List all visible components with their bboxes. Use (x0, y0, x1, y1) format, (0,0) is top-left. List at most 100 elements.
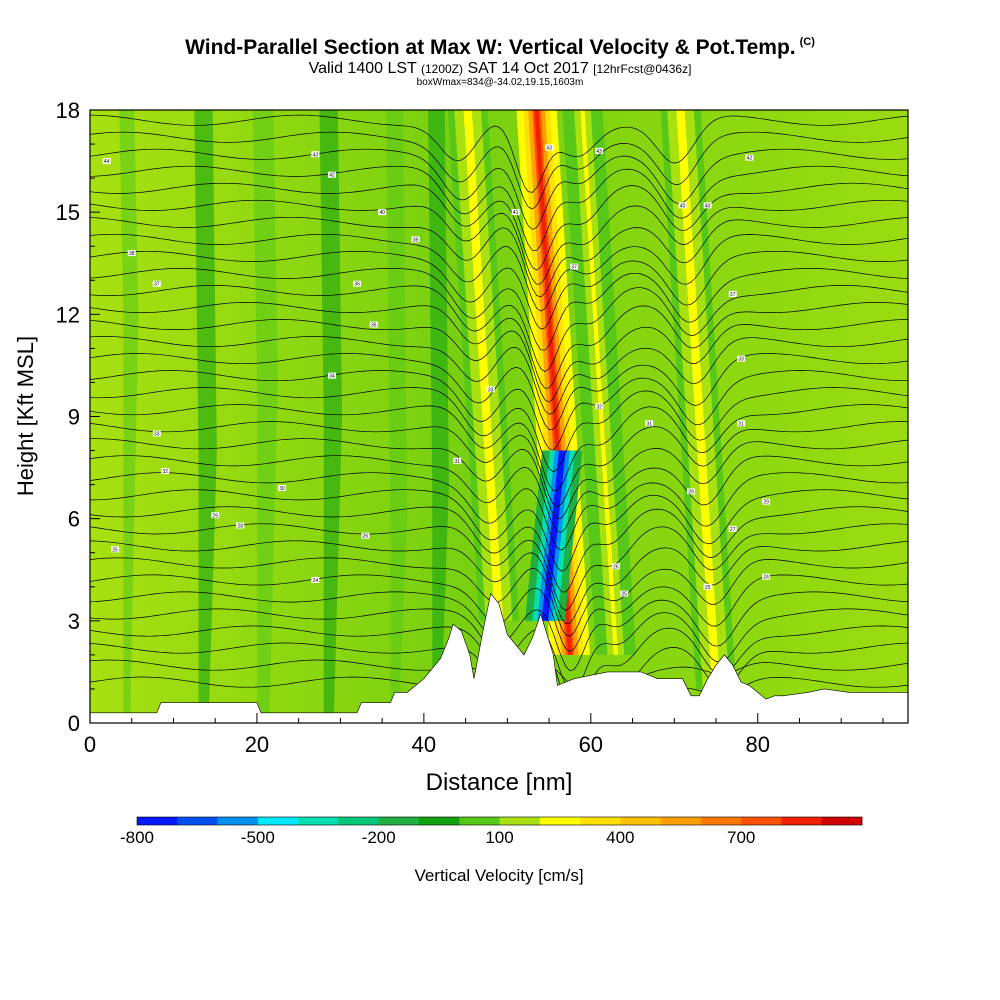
updraft-core (660, 110, 737, 689)
colorbar-frame (136, 816, 863, 826)
theta-label: 39 (413, 237, 419, 243)
theta-label-bg (161, 467, 170, 474)
theta-contour (90, 233, 908, 312)
theta-label-bg (728, 290, 737, 297)
theta-label-bg (703, 583, 712, 590)
theta-label-bg (328, 171, 337, 178)
colorbar-swatch (257, 817, 299, 825)
y-axis-label: Height [Kft MSL] (13, 336, 38, 496)
theta-contour (90, 216, 908, 298)
theta-label-bg (486, 386, 495, 393)
colorbar-swatch (821, 817, 863, 825)
updraft-core (562, 110, 636, 655)
theta-label-bg (453, 457, 462, 464)
theta-contour (90, 148, 908, 230)
theta-label-bg (595, 403, 604, 410)
theta-label: 33 (488, 387, 494, 393)
theta-label: 25 (705, 585, 711, 591)
theta-label: 31 (738, 421, 744, 427)
velocity-band (678, 110, 719, 689)
colorbar-swatch (620, 817, 661, 825)
theta-label: 24 (313, 578, 319, 584)
colorbar-swatch (378, 817, 420, 825)
colorbar-swatch (741, 817, 782, 825)
theta-label-bg (152, 280, 161, 287)
colorbar-swatch (499, 817, 541, 825)
theta-label: 32 (162, 469, 168, 475)
theta-label: 38 (129, 251, 135, 257)
theta-label: 37 (571, 265, 577, 271)
theta-label-bg (545, 144, 554, 151)
velocity-band (580, 110, 618, 655)
x-tick-label: 80 (746, 732, 770, 757)
theta-label-bg (369, 321, 378, 328)
theta-label: 43 (596, 149, 602, 155)
chart-subtitle: Valid 1400 LST (1200Z) SAT 14 Oct 2017 [… (0, 60, 1000, 78)
y-tick-label: 3 (68, 609, 80, 634)
y-tick-label: 9 (68, 405, 80, 430)
theta-label-bg (737, 420, 746, 427)
utc-time: (1200Z) (420, 62, 463, 76)
y-tick-label: 18 (56, 98, 80, 123)
theta-label-bg (703, 202, 712, 209)
theta-label-bg (311, 151, 320, 158)
colorbar-swatch (177, 817, 218, 825)
colorbar-label: Vertical Velocity [cm/s] (414, 866, 583, 885)
colorbar-swatch (298, 817, 339, 825)
theta-label: 36 (354, 282, 360, 288)
theta-label-bg (570, 263, 579, 270)
theta-contour (90, 353, 908, 431)
theta-label-bg (737, 355, 746, 362)
x-tick-label: 0 (84, 732, 96, 757)
velocity-streak (194, 110, 217, 723)
colorbar-swatch (660, 817, 702, 825)
theta-label-bg (102, 158, 111, 165)
y-tick-label: 0 (68, 711, 80, 736)
theta-contour (90, 523, 908, 611)
forecast-info: [12hrFcst@0436z] (593, 62, 692, 76)
theta-label: 31 (454, 459, 460, 465)
theta-label: 43 (313, 152, 319, 158)
theta-contour (90, 302, 908, 389)
theta-label: 33 (154, 432, 160, 438)
theta-label: 29 (763, 500, 769, 506)
theta-label-bg (762, 573, 771, 580)
theta-label: 37 (154, 282, 160, 288)
theta-label-bg (728, 525, 737, 532)
terrain (90, 592, 908, 723)
colorbar: -800 -500 -200 100 400 700 (120, 816, 863, 847)
colorbar-tick-label: 400 (606, 828, 634, 847)
theta-label-bg (411, 236, 420, 243)
theta-label-bg (152, 430, 161, 437)
theta-label-bg (361, 532, 370, 539)
y-tick-label: 6 (68, 507, 80, 532)
theta-contour (90, 319, 908, 403)
theta-label: 40 (680, 203, 686, 209)
colorbar-swatch (539, 817, 581, 825)
colorbar-tick-label: 100 (485, 828, 513, 847)
theta-label: 29 (212, 513, 218, 519)
velocity-streak (119, 110, 139, 723)
theta-contour (90, 250, 908, 330)
theta-contour (90, 336, 908, 415)
theta-label: 32 (596, 404, 602, 410)
theta-label-bg (745, 154, 754, 161)
theta-contour (90, 370, 908, 451)
theta-label: 41 (513, 210, 519, 216)
theta-contour (90, 489, 908, 572)
velocity-streak (386, 110, 408, 723)
theta-label: 42 (747, 156, 753, 162)
theta-label-bg (236, 522, 245, 529)
theta-label: 28 (237, 523, 243, 529)
plot-area: 44 43 42 40 39 38 37 36 35 34 33 32 30 29 28 26 25 24 31 33… (90, 110, 908, 723)
theta-label: 26 (613, 564, 619, 570)
chart-title: Wind-Parallel Section at Max W: Vertical… (185, 36, 815, 59)
colorbar-swatch (217, 817, 259, 825)
title-units: (C) (799, 36, 815, 48)
theta-label-bg (620, 590, 629, 597)
theta-label: 43 (546, 145, 552, 151)
theta-contour (90, 199, 908, 285)
theta-label: 40 (705, 203, 711, 209)
theta-label: 25 (112, 547, 118, 553)
